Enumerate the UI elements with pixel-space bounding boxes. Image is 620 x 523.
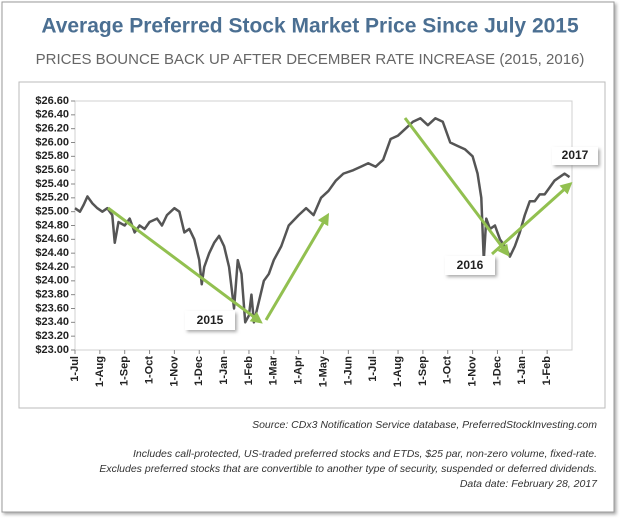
note: Data date: February 28, 2017 xyxy=(460,478,598,490)
y-tick-label: $25.60 xyxy=(35,164,69,176)
x-tick-label: 1-Dec xyxy=(193,356,205,386)
annotation: 2017 xyxy=(562,148,589,162)
trend-arrow xyxy=(264,212,330,321)
y-tick-label: $25.20 xyxy=(35,192,69,204)
x-tick-label: 1-Oct xyxy=(143,356,155,384)
chart-title: Average Preferred Stock Market Price Sin… xyxy=(41,15,579,38)
annotation-box xyxy=(445,256,495,275)
y-tick-label: $23.20 xyxy=(35,330,69,342)
x-tick-label: 1-Sep xyxy=(119,356,131,386)
x-tick-label: 1-Aug xyxy=(392,356,404,387)
y-tick-label: $24.80 xyxy=(35,219,69,231)
x-tick-label: 1-Jul xyxy=(367,356,379,382)
x-tick-label: 1-Nov xyxy=(168,355,180,386)
x-tick-label: 1-Feb xyxy=(243,356,255,386)
x-tick-label: 1-Oct xyxy=(442,356,454,384)
chart-subtitle: PRICES BOUNCE BACK UP AFTER DECEMBER RAT… xyxy=(36,51,585,68)
plot-area xyxy=(74,100,573,351)
y-tick-label: $23.80 xyxy=(35,289,69,301)
annotation-box xyxy=(552,147,598,165)
trend-arrow xyxy=(107,206,263,324)
trend-arrow xyxy=(403,117,510,257)
annotation-box xyxy=(185,311,235,330)
note: Excludes preferred stocks that are conve… xyxy=(99,463,597,475)
x-tick-label: 1-Jun xyxy=(342,356,354,386)
x-tick-label: 1-Aug xyxy=(94,356,106,387)
trend-arrow xyxy=(490,181,573,256)
source: Source: CDx3 Notification Service databa… xyxy=(252,419,597,431)
x-tick-label: 1-Sep xyxy=(417,356,429,386)
y-tick-label: $24.00 xyxy=(35,275,69,287)
note: Includes call-protected, US-traded prefe… xyxy=(133,448,597,460)
y-tick-label: $26.00 xyxy=(35,136,69,148)
y-tick-label: $26.20 xyxy=(35,123,69,135)
x-tick-label: 1-May xyxy=(317,355,329,387)
y-tick-label: $25.80 xyxy=(35,150,69,162)
y-tick-label: $24.20 xyxy=(35,261,69,273)
x-tick-label: 1-Dec xyxy=(491,356,503,386)
annotation: 2015 xyxy=(197,313,224,327)
x-tick-label: 1-Apr xyxy=(293,355,305,384)
y-tick-label: $25.40 xyxy=(35,178,69,190)
x-tick-label: 1-Feb xyxy=(541,356,553,386)
y-tick-label: $23.00 xyxy=(35,344,69,356)
y-tick-label: $23.40 xyxy=(35,316,69,328)
x-tick-label: 1-Mar xyxy=(268,355,280,385)
x-tick-label: 1-Jan xyxy=(218,356,230,385)
y-tick-label: $25.00 xyxy=(35,206,69,218)
x-tick-label: 1-Jan xyxy=(516,356,528,385)
y-tick-label: $26.40 xyxy=(35,109,69,121)
y-tick-label: $26.60 xyxy=(35,95,69,107)
y-tick-label: $23.60 xyxy=(35,302,69,314)
x-tick-label: 1-Nov xyxy=(467,355,479,386)
y-tick-label: $24.40 xyxy=(35,247,69,259)
price-line xyxy=(74,117,571,324)
annotation: 2016 xyxy=(457,258,484,272)
trend-arrows xyxy=(107,117,573,324)
y-tick-label: $24.60 xyxy=(35,233,69,245)
x-tick-label: 1-Jul xyxy=(69,356,81,382)
